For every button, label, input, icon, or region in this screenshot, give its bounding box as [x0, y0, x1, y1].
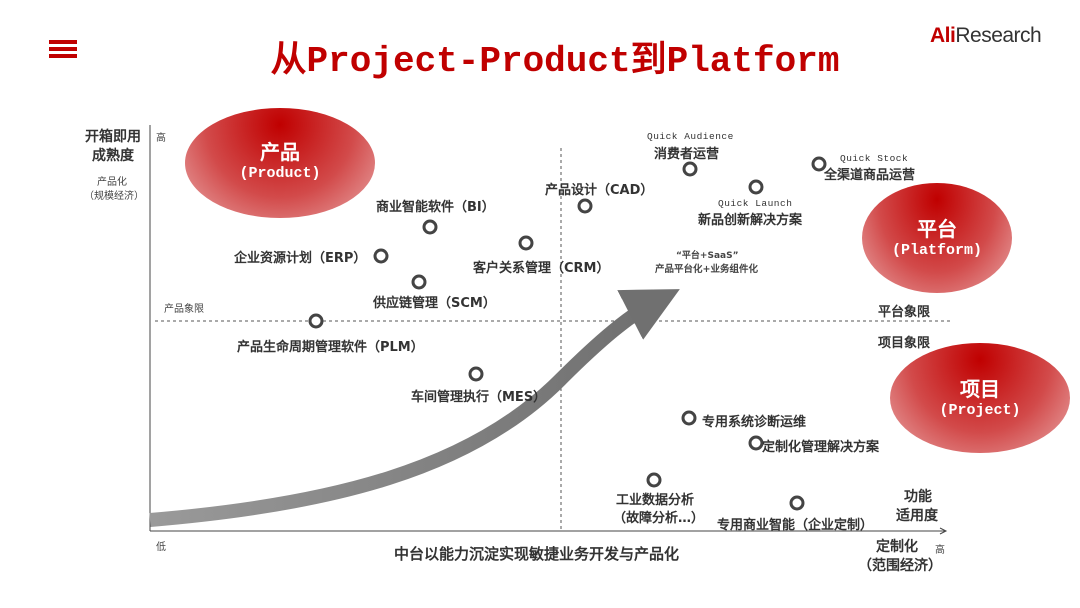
point-bi-custom [789, 495, 805, 511]
label-launch: 新品创新解决方案 [698, 213, 803, 228]
platform-zone-label: 平台象限 [878, 305, 931, 320]
x-sub: 定制化 [876, 539, 918, 555]
y-high-label: 高 [156, 133, 166, 144]
arrow-note: “平台+SaaS” [676, 251, 739, 261]
point-bi [422, 219, 438, 235]
point-mes [468, 366, 484, 382]
growth-arrow [149, 289, 680, 527]
point-erp [373, 248, 389, 264]
x-sub-2: （范围经济） [858, 558, 942, 574]
label-cad: 产品设计（CAD） [545, 183, 654, 198]
point-diag [681, 410, 697, 426]
point-consumer [682, 161, 698, 177]
label-stock-en: Quick Stock [840, 153, 909, 164]
point-launch [748, 179, 764, 195]
label-custom: 定制化管理解决方案 [762, 440, 880, 455]
x-low-label: 低 [156, 542, 166, 553]
label-plm: 产品生命周期管理软件（PLM） [237, 340, 424, 355]
point-stock [811, 156, 827, 172]
label-launch-en: Quick Launch [718, 198, 793, 209]
y-axis-sub-2: （规模经济） [84, 191, 144, 202]
project-zone-label: 项目象限 [878, 336, 931, 351]
point-custom [748, 435, 764, 451]
point-scm [411, 274, 427, 290]
page-title: 从Project-Product到Platform [270, 41, 840, 82]
label-erp: 企业资源计划（ERP） [234, 251, 367, 266]
label-data: 工业数据分析 [616, 493, 695, 508]
y-axis-title: 开箱即用 [85, 129, 141, 145]
hamburger-icon[interactable] [49, 40, 77, 61]
label-crm: 客户关系管理（CRM） [473, 261, 610, 276]
x-right-title: 功能 [904, 489, 932, 505]
project-bubble: 项目 (Project) [890, 343, 1070, 453]
label-stock: 全渠道商品运营 [824, 168, 916, 183]
product-bubble: 产品 (Product) [185, 108, 375, 218]
product-zone-label: 产品象限 [164, 304, 204, 315]
label-bi: 商业智能软件（BI） [376, 200, 495, 215]
label-bi-custom: 专用商业智能（企业定制） [717, 518, 874, 533]
point-plm [308, 313, 324, 329]
label-consumer-en: Quick Audience [647, 131, 734, 142]
label-mes: 车间管理执行（MES） [411, 390, 547, 405]
aliresearch-logo: AliResearch [930, 24, 1042, 47]
arrow-note-2: 产品平台化+业务组件化 [655, 264, 758, 275]
point-data [646, 472, 662, 488]
x-high-label: 高 [935, 545, 945, 556]
x-right-title-2: 适用度 [896, 508, 938, 524]
x-axis-title: 中台以能力沉淀实现敏捷业务开发与产品化 [394, 545, 680, 563]
platform-bubble: 平台 (Platform) [862, 183, 1012, 293]
label-data-2: （故障分析…） [613, 511, 705, 526]
y-axis-sub: 产品化 [97, 177, 127, 188]
y-axis-title-2: 成熟度 [92, 148, 134, 164]
label-consumer: 消费者运营 [654, 147, 720, 162]
label-scm: 供应链管理（SCM） [373, 296, 496, 311]
point-cad [577, 198, 593, 214]
label-diag: 专用系统诊断运维 [702, 415, 807, 430]
point-crm [518, 235, 534, 251]
